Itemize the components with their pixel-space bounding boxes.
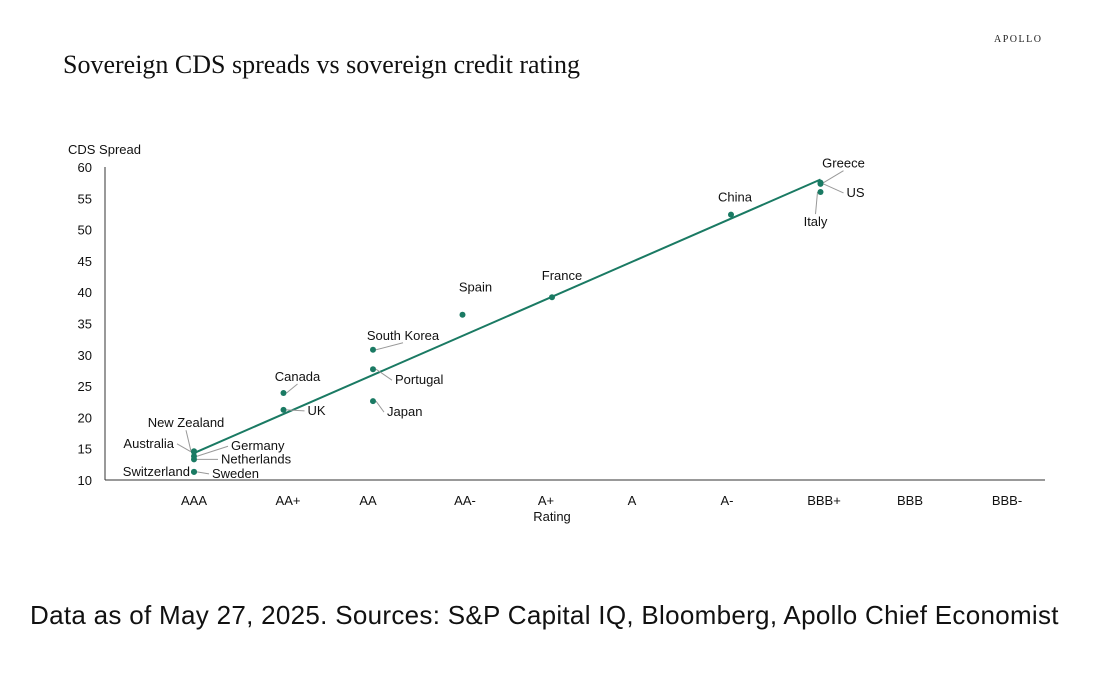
point-label: France [542, 268, 582, 283]
y-tick-label: 25 [78, 379, 92, 394]
point-label: Greece [822, 156, 865, 171]
y-tick-label: 55 [78, 191, 92, 206]
y-tick-label: 30 [78, 348, 92, 363]
leader-line [196, 445, 229, 457]
data-point-portugal [370, 366, 376, 373]
data-point-germany [191, 453, 197, 460]
data-point-us [817, 180, 824, 187]
point-label: UK [308, 403, 326, 418]
point-label: US [847, 185, 865, 200]
footnote: Data as of May 27, 2025. Sources: S&P Ca… [30, 600, 1059, 630]
data-point-sweden [191, 468, 197, 475]
y-tick-label: 45 [78, 254, 92, 269]
x-tick-label: AAA [181, 493, 207, 508]
data-point-italy [817, 189, 824, 196]
point-label: Netherlands [221, 451, 292, 466]
y-tick-label: 50 [78, 223, 92, 238]
x-tick-label: AA [359, 493, 377, 508]
apollo-logo: APOLLO [994, 34, 1043, 45]
point-label: Portugal [395, 372, 444, 387]
x-tick-label: BBB+ [807, 493, 841, 508]
leader-line [196, 471, 210, 475]
leader-line [286, 409, 305, 412]
leader-line [286, 383, 298, 394]
data-point-south-korea [370, 346, 376, 353]
x-tick-label: A+ [538, 493, 554, 508]
data-point-spain [459, 311, 466, 318]
chart-title: Sovereign CDS spreads vs sovereign credi… [63, 50, 581, 79]
leader-line [375, 342, 404, 351]
y-axis-label: CDS Spread [68, 142, 141, 157]
leader-line [375, 368, 393, 381]
y-tick-label: 60 [78, 160, 92, 175]
leader-line [823, 183, 844, 194]
point-label: Italy [804, 214, 828, 229]
leader-line [823, 170, 844, 184]
point-label: Canada [275, 369, 321, 384]
leader-line [176, 443, 192, 453]
y-tick-label: 35 [78, 317, 92, 332]
x-tick-label: A [628, 493, 637, 508]
x-tick-label: BBB- [992, 493, 1022, 508]
x-tick-label: A- [721, 493, 734, 508]
y-tick-label: 40 [78, 285, 92, 300]
point-label: Australia [123, 436, 174, 451]
leader-line [375, 400, 385, 413]
leader-line [815, 191, 818, 215]
x-tick-label: BBB [897, 493, 923, 508]
data-point-uk [280, 406, 287, 413]
trendline [193, 178, 821, 454]
point-label: Japan [387, 404, 422, 419]
y-tick-label: 15 [78, 442, 92, 457]
data-point-china [728, 211, 734, 218]
point-label: China [718, 190, 753, 205]
data-point-new-zealand [191, 448, 197, 455]
point-label: New Zealand [148, 415, 225, 430]
point-label: Spain [459, 280, 492, 295]
data-point-canada [280, 389, 287, 396]
y-tick-label: 20 [78, 410, 92, 425]
data-point-france [549, 294, 555, 301]
point-label: Germany [231, 438, 285, 453]
x-axis-label: Rating [533, 509, 571, 524]
x-tick-label: AA+ [276, 493, 301, 508]
y-tick-label: 10 [78, 473, 92, 488]
point-label: South Korea [367, 328, 440, 343]
leader-line [185, 430, 192, 452]
x-tick-label: AA- [454, 493, 476, 508]
data-point-japan [370, 398, 376, 405]
point-label: Sweden [212, 466, 259, 481]
point-label: Switzerland [123, 464, 190, 479]
